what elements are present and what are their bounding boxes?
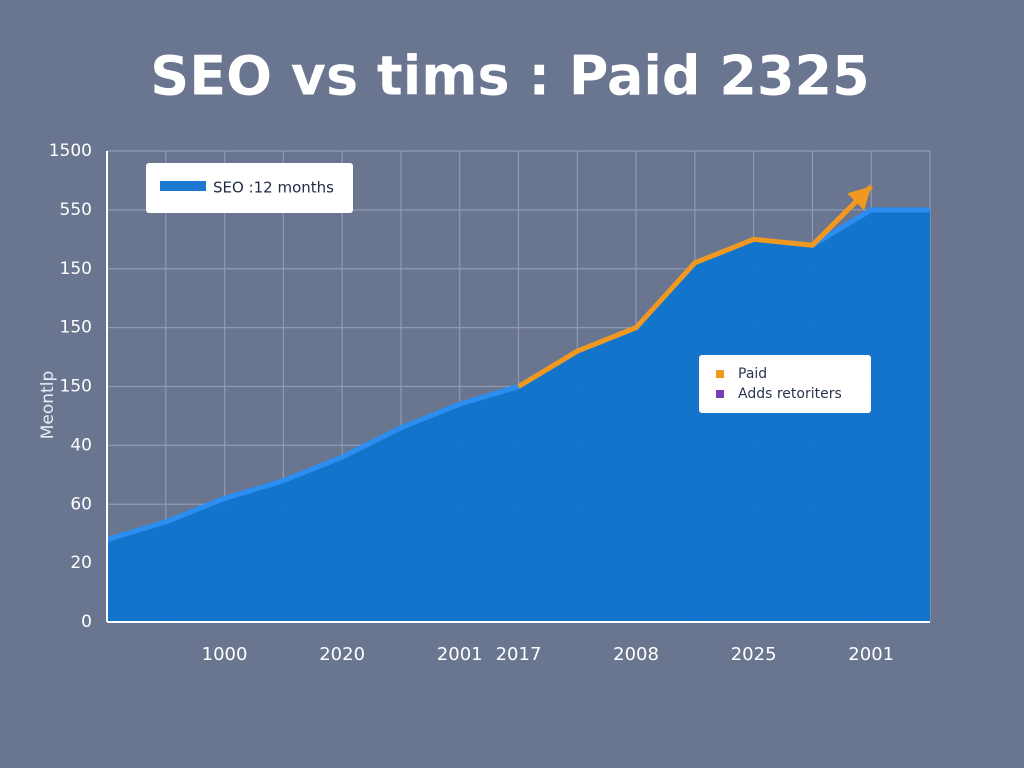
legend-box	[699, 355, 871, 413]
chart-title: SEO vs tims : Paid 2325	[150, 45, 869, 108]
area	[107, 209, 930, 622]
y-axis-label: Meontlp	[38, 371, 58, 439]
x-tick-label: 2008	[613, 644, 659, 665]
legend-label: SEO :12 months	[213, 179, 334, 197]
legend: SEO :12 months	[146, 163, 353, 213]
y-tick-label: 150	[60, 259, 92, 279]
y-tick-label: 0	[81, 612, 92, 632]
legend-box	[146, 163, 353, 213]
y-tick-label: 150	[60, 377, 92, 397]
line	[517, 184, 873, 389]
x-tick-label: 2001	[437, 644, 483, 665]
x-tick-label: 2025	[731, 644, 777, 665]
y-tick-label: 40	[70, 435, 92, 455]
x-tick-label: 2017	[496, 644, 542, 665]
legend-swatch	[716, 370, 724, 378]
y-tick-label: 60	[70, 494, 92, 514]
legend-label: Adds retoriters	[738, 386, 842, 402]
y-tick-label: 20	[70, 553, 92, 573]
legend-label: Paid	[738, 366, 767, 382]
x-tick-label: 2001	[848, 644, 894, 665]
x-tick-label: 2020	[319, 644, 365, 665]
y-tick-label: 1500	[49, 141, 92, 161]
arrow-head	[847, 186, 872, 211]
legend: Paid Adds retoriters	[699, 355, 871, 413]
y-tick-label: 150	[60, 318, 92, 338]
legend-swatch	[160, 181, 206, 191]
legend-swatch	[716, 390, 724, 398]
y-tick-label: 550	[60, 200, 92, 220]
x-tick-label: 1000	[202, 644, 248, 665]
